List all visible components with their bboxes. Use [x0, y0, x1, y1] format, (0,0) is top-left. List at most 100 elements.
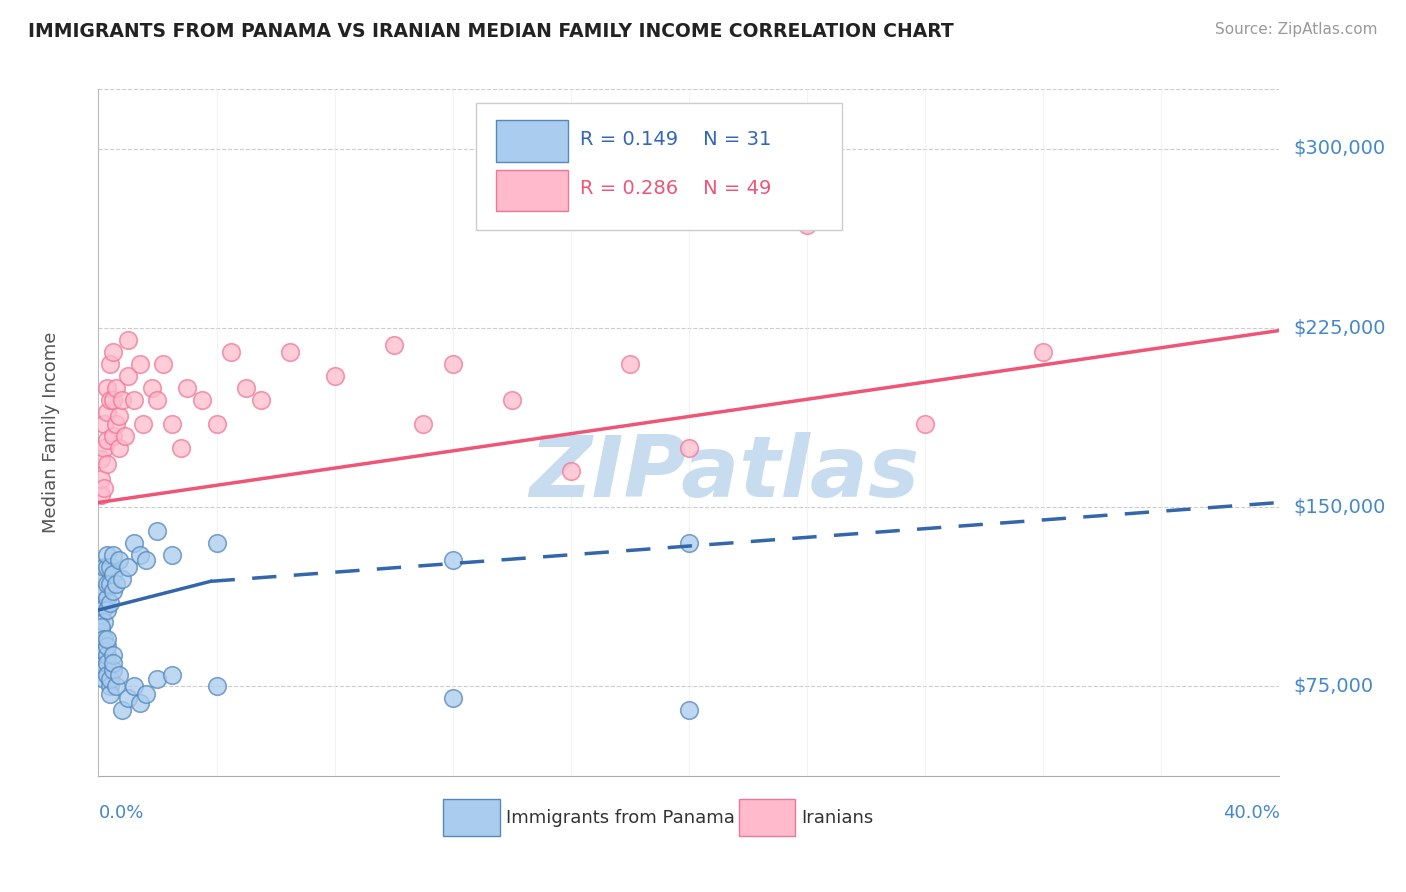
- Point: [105, 417, 128, 431]
- Point: [103, 656, 125, 670]
- Point: [96, 648, 118, 663]
- Point: [93, 481, 115, 495]
- Point: [111, 703, 134, 717]
- Point: [1032, 345, 1054, 359]
- Point: [128, 357, 150, 371]
- Point: [103, 583, 125, 598]
- Point: [678, 703, 700, 717]
- Point: [501, 392, 523, 407]
- Point: [117, 368, 139, 383]
- Point: [98, 576, 121, 591]
- Point: [441, 691, 464, 706]
- FancyBboxPatch shape: [443, 799, 501, 837]
- Point: [382, 338, 405, 352]
- Point: [96, 434, 118, 448]
- Point: [162, 548, 183, 562]
- Point: [162, 417, 183, 431]
- Point: [122, 536, 145, 550]
- Point: [441, 553, 464, 567]
- Point: [90, 639, 112, 653]
- Point: [96, 667, 118, 681]
- Text: 40.0%: 40.0%: [1223, 804, 1279, 822]
- Point: [96, 381, 118, 395]
- Point: [141, 381, 163, 395]
- Point: [93, 572, 115, 586]
- Point: [93, 600, 115, 615]
- Text: Immigrants from Panama: Immigrants from Panama: [506, 809, 735, 827]
- Point: [96, 560, 118, 574]
- Point: [205, 417, 228, 431]
- Point: [98, 357, 121, 371]
- Point: [441, 357, 464, 371]
- FancyBboxPatch shape: [477, 103, 842, 230]
- Point: [96, 457, 118, 471]
- Point: [93, 441, 115, 455]
- Point: [108, 409, 131, 424]
- Point: [132, 417, 155, 431]
- Point: [105, 576, 128, 591]
- Point: [914, 417, 936, 431]
- Point: [105, 680, 128, 694]
- Point: [96, 603, 118, 617]
- Point: [278, 345, 302, 359]
- Point: [146, 524, 169, 538]
- Point: [135, 687, 157, 701]
- Point: [205, 680, 228, 694]
- Text: $300,000: $300,000: [1294, 139, 1386, 159]
- Point: [96, 591, 118, 605]
- Point: [98, 687, 121, 701]
- Text: $150,000: $150,000: [1294, 498, 1386, 516]
- Point: [560, 465, 582, 479]
- Point: [323, 368, 346, 383]
- Point: [152, 357, 174, 371]
- Point: [796, 219, 818, 233]
- Point: [103, 663, 125, 677]
- FancyBboxPatch shape: [496, 169, 568, 211]
- Point: [114, 428, 136, 442]
- Point: [98, 673, 121, 687]
- Point: [176, 381, 198, 395]
- Point: [235, 381, 257, 395]
- Point: [103, 392, 125, 407]
- Point: [98, 596, 121, 610]
- Point: [90, 488, 112, 502]
- Point: [146, 392, 169, 407]
- Point: [122, 680, 145, 694]
- Point: [219, 345, 242, 359]
- Point: [108, 667, 131, 681]
- Point: [90, 472, 112, 486]
- Text: Iranians: Iranians: [801, 809, 873, 827]
- Point: [96, 548, 118, 562]
- Point: [108, 553, 131, 567]
- Point: [90, 624, 112, 639]
- Point: [90, 648, 112, 663]
- Point: [117, 691, 139, 706]
- Point: [96, 405, 118, 419]
- Point: [117, 333, 139, 347]
- Point: [93, 583, 115, 598]
- Point: [98, 680, 121, 694]
- Point: [117, 560, 139, 574]
- Point: [93, 673, 115, 687]
- Point: [678, 441, 700, 455]
- Point: [90, 596, 112, 610]
- Text: Source: ZipAtlas.com: Source: ZipAtlas.com: [1215, 22, 1378, 37]
- Point: [103, 648, 125, 663]
- Point: [96, 576, 118, 591]
- Point: [122, 392, 145, 407]
- Point: [103, 567, 125, 582]
- Point: [191, 392, 214, 407]
- Point: [205, 536, 228, 550]
- Text: R = 0.286    N = 49: R = 0.286 N = 49: [581, 179, 772, 198]
- Point: [103, 548, 125, 562]
- FancyBboxPatch shape: [738, 799, 796, 837]
- Point: [93, 615, 115, 629]
- Point: [250, 392, 273, 407]
- Point: [98, 560, 121, 574]
- Text: ZIPatlas: ZIPatlas: [529, 433, 920, 516]
- Point: [170, 441, 193, 455]
- Text: $75,000: $75,000: [1294, 677, 1374, 696]
- Point: [111, 572, 134, 586]
- Point: [96, 656, 118, 670]
- Point: [90, 607, 112, 622]
